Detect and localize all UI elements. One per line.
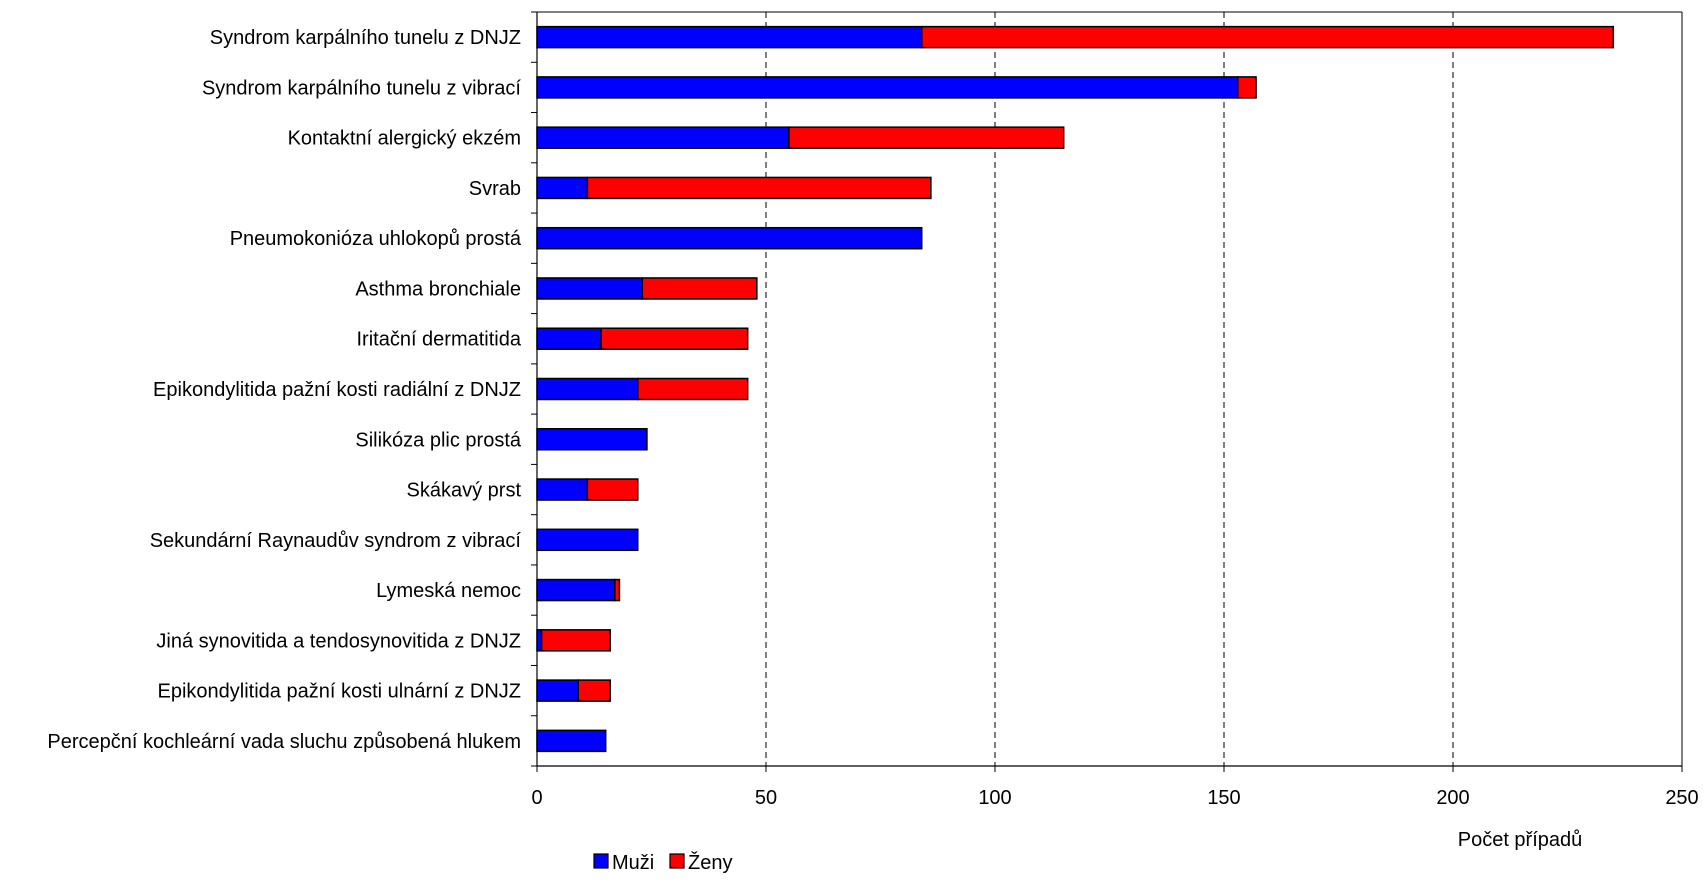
bar-muzi-2 — [536, 126, 790, 149]
category-label-2: Kontaktní alergický ekzém — [288, 128, 521, 150]
bar-zeny-2 — [788, 126, 1065, 149]
bar-zeny-13 — [577, 679, 612, 702]
bar-muzi-10 — [536, 528, 639, 552]
bar-muzi-5 — [536, 277, 644, 300]
bar-muzi-14 — [536, 729, 607, 753]
category-label-13: Epikondylitida pažní kosti ulnární z DNJ… — [158, 681, 522, 703]
gridlines — [765, 12, 1683, 766]
x-tick-label-50: 50 — [755, 787, 777, 809]
bar-zeny-6 — [600, 327, 749, 350]
bar-zeny-5 — [641, 277, 758, 300]
bar-zeny-11 — [614, 578, 621, 602]
bar-muzi-6 — [536, 327, 602, 350]
x-axis-title: Počet případů — [1458, 829, 1583, 851]
category-labels: Syndrom karpálního tunelu z DNJZ Syndrom … — [47, 27, 522, 753]
x-tick-label-200: 200 — [1436, 787, 1469, 809]
legend-swatch-zeny — [669, 853, 685, 869]
x-tick-label-150: 150 — [1207, 787, 1240, 809]
category-label-12: Jiná synovitida a tendosynovitida z DNJZ — [156, 630, 521, 652]
bars — [536, 25, 1615, 753]
bar-muzi-11 — [536, 578, 616, 602]
legend: Muži Ženy — [593, 851, 732, 874]
category-label-0: Syndrom karpálního tunelu z DNJZ — [210, 27, 521, 49]
category-label-11: Lymeská nemoc — [376, 580, 521, 602]
bar-muzi-13 — [536, 679, 579, 702]
bar-muzi-7 — [536, 377, 639, 401]
x-tick-label-100: 100 — [978, 787, 1011, 809]
category-label-14: Percepční kochleární vada sluchu způsobe… — [47, 731, 521, 753]
category-label-6: Iritační dermatitida — [356, 329, 521, 351]
bar-muzi-0 — [536, 25, 923, 49]
bar-muzi-4 — [536, 226, 923, 250]
bar-zeny-7 — [637, 377, 749, 401]
category-label-4: Pneumokonióza uhlokopů prostá — [230, 228, 522, 250]
bar-muzi-8 — [536, 428, 648, 451]
bar-zeny-0 — [920, 25, 1615, 49]
category-label-9: Skákavý prst — [407, 480, 522, 502]
category-label-10: Sekundární Raynaudův syndrom z vibrací — [150, 530, 522, 552]
category-label-8: Silikóza plic prostá — [355, 429, 522, 451]
bar-zeny-3 — [586, 176, 932, 200]
category-label-7: Epikondylitida pažní kosti radiální z DN… — [153, 379, 521, 401]
bar-zeny-1 — [1236, 76, 1257, 99]
x-tick-label-0: 0 — [531, 787, 542, 809]
legend-label-zeny: Ženy — [688, 851, 732, 874]
x-tick-labels: 0 50 100 150 200 250 — [531, 787, 1698, 809]
axes — [531, 11, 1683, 772]
bar-muzi-9 — [536, 478, 589, 501]
legend-swatch-muzi — [593, 853, 609, 869]
category-label-5: Asthma bronchiale — [355, 278, 521, 300]
legend-label-muzi: Muži — [612, 852, 654, 874]
bar-muzi-1 — [536, 76, 1239, 99]
x-tick-label-250: 250 — [1665, 787, 1698, 809]
bar-muzi-3 — [536, 176, 589, 200]
bar-zeny-9 — [586, 478, 639, 501]
category-label-3: Svrab — [469, 178, 521, 200]
category-label-1: Syndrom karpálního tunelu z vibrací — [202, 77, 521, 99]
bar-zeny-12 — [540, 629, 612, 652]
